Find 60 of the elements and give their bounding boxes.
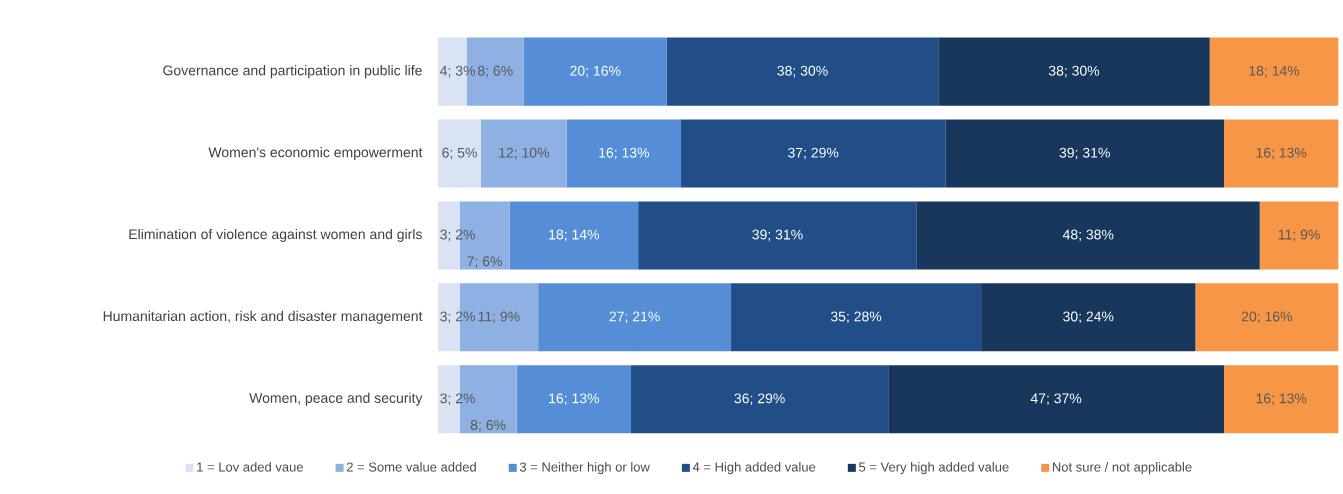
- data-label: 18; 14%: [549, 229, 600, 242]
- data-label: 8; 6%: [477, 65, 513, 78]
- data-label: 12; 10%: [499, 147, 550, 160]
- bar: [938, 37, 1210, 106]
- bar: [681, 119, 946, 188]
- bar: [638, 201, 917, 270]
- data-label: 16; 13%: [1256, 393, 1307, 405]
- bar: [916, 201, 1260, 270]
- data-label: 20; 16%: [570, 65, 621, 78]
- data-label: 27; 21%: [609, 311, 660, 324]
- data-label: 30; 24%: [1063, 311, 1114, 324]
- bar: [1259, 201, 1339, 270]
- bar: [631, 365, 889, 434]
- data-label: 37; 29%: [788, 147, 839, 160]
- bar: [888, 365, 1225, 434]
- bar: [666, 37, 939, 106]
- y-tick-label: Women, peace and security: [249, 392, 423, 406]
- bar: [438, 119, 481, 188]
- data-label: 11; 9%: [1278, 229, 1320, 242]
- data-label: 16; 13%: [549, 393, 600, 405]
- bar: [1195, 283, 1339, 352]
- data-label: 6; 5%: [442, 147, 477, 160]
- legend-label: 2 = Some value added: [346, 462, 476, 472]
- bar: [516, 365, 632, 434]
- data-label: 39; 31%: [752, 229, 803, 242]
- bar: [945, 119, 1225, 188]
- bar: [480, 119, 567, 188]
- data-label: 48; 38%: [1062, 229, 1114, 242]
- bar: [981, 283, 1196, 352]
- data-label: 16; 13%: [599, 147, 650, 160]
- data-label: 20; 16%: [1241, 311, 1293, 324]
- data-label: 8; 6%: [470, 420, 506, 432]
- legend-label: 5 = Very high added value: [859, 462, 1009, 475]
- bar: [1224, 119, 1339, 188]
- bar: [509, 201, 639, 270]
- data-label: 36; 29%: [734, 393, 785, 405]
- legend-label: 3 = Neither high or low: [519, 462, 650, 475]
- bar: [566, 119, 682, 188]
- bar: [523, 37, 667, 106]
- y-tick-label: Elimination of violence against women and girls: [129, 228, 422, 242]
- legend-label: Not sure / not applicable: [1052, 462, 1192, 475]
- bar: [538, 283, 732, 352]
- bar: [1224, 365, 1339, 434]
- data-label: 16; 13%: [1256, 147, 1307, 160]
- bar: [1209, 37, 1339, 106]
- y-tick-label: Humanitarian action, risk and disaster management: [103, 310, 423, 324]
- data-label: 39; 31%: [1059, 147, 1110, 160]
- data-label: 18; 14%: [1249, 65, 1300, 78]
- legend-label: 1 = Lov aded vaue: [197, 462, 303, 472]
- y-tick-label: Women's economic empowerment: [208, 146, 423, 160]
- data-label: 4; 3%: [440, 65, 475, 78]
- data-label: 35; 28%: [830, 311, 882, 324]
- data-label: 7; 6%: [467, 256, 502, 268]
- bar: [731, 283, 982, 352]
- data-label: 11; 9%: [478, 311, 520, 324]
- data-label: 38; 30%: [1048, 65, 1100, 78]
- legend-label: 4 = High added value: [692, 462, 816, 475]
- data-label: 47; 37%: [1030, 393, 1082, 405]
- data-label: 38; 30%: [777, 65, 828, 78]
- y-tick-label: Governance and participation in public life: [163, 65, 422, 79]
